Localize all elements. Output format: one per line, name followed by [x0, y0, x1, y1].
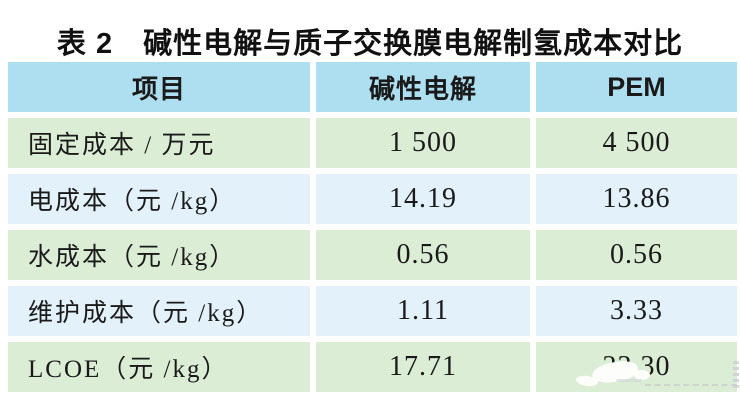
row-electricity-cost-alkaline-value: 14.19: [316, 174, 530, 224]
row-fixed-cost-label: 固定成本 / 万元: [8, 118, 310, 168]
watermark-fragment: [616, 379, 642, 382]
cost-comparison-table: 项目 碱性电解 PEM 固定成本 / 万元 1 500 4 500 电成本（元 …: [8, 62, 737, 392]
row-fixed-cost-alkaline-value: 1 500: [316, 118, 530, 168]
column-header-alkaline: 碱性电解: [316, 62, 530, 112]
row-lcoe-pem-value: 23.30: [536, 342, 737, 392]
watermark-fragment: [733, 361, 739, 388]
row-maintenance-cost-pem-value: 3.33: [536, 286, 737, 336]
row-water-cost-label: 水成本（元 /kg）: [8, 230, 310, 280]
white-smudge-artifact: [634, 370, 650, 380]
row-lcoe-label: LCOE（元 /kg）: [8, 342, 310, 392]
row-maintenance-cost-label: 维护成本（元 /kg）: [8, 286, 310, 336]
row-fixed-cost-pem-value: 4 500: [536, 118, 737, 168]
row-electricity-cost-pem-value: 13.86: [536, 174, 737, 224]
row-maintenance-cost-alkaline-value: 1.11: [316, 286, 530, 336]
watermark-fragment: [645, 384, 737, 386]
row-electricity-cost-label: 电成本（元 /kg）: [8, 174, 310, 224]
column-header-item: 项目: [8, 62, 310, 112]
table-title: 表 2 碱性电解与质子交换膜电解制氢成本对比: [56, 28, 684, 60]
column-header-pem: PEM: [536, 62, 737, 112]
row-water-cost-pem-value: 0.56: [536, 230, 737, 280]
row-lcoe-alkaline-value: 17.71: [316, 342, 530, 392]
row-water-cost-alkaline-value: 0.56: [316, 230, 530, 280]
